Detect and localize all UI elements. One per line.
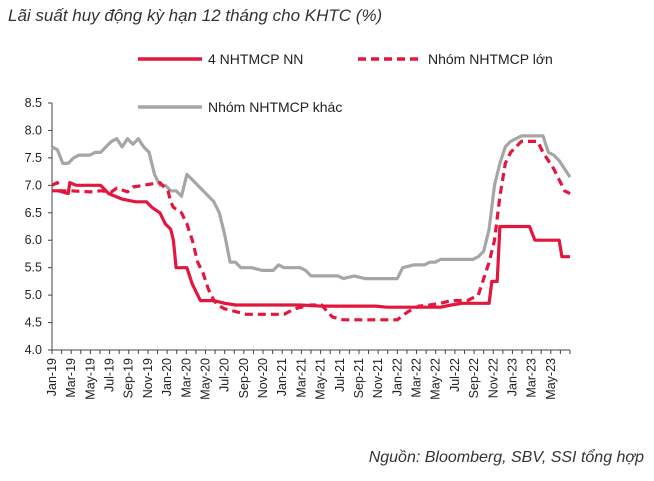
y-tick-label: 6.0 <box>25 233 42 247</box>
y-tick-label: 8.0 <box>25 123 42 137</box>
x-tick-label: Sep-19 <box>122 358 136 398</box>
x-tick-label: Jul-22 <box>448 358 462 392</box>
x-tick-label: Nov-22 <box>486 358 500 398</box>
x-tick-label: Mar-21 <box>294 358 308 398</box>
x-tick-label: Jan-19 <box>45 358 59 396</box>
legend-label-3: Nhóm NHTMCP khác <box>208 99 342 115</box>
x-tick-label: Jul-20 <box>218 358 232 392</box>
x-tick-label: Jul-21 <box>333 358 347 392</box>
y-tick-label: 5.0 <box>25 288 42 302</box>
x-tick-label: Sep-20 <box>237 358 251 398</box>
x-tick-label: Mar-20 <box>179 358 193 398</box>
x-tick-label: Mar-22 <box>410 358 424 398</box>
legend-label-1: 4 NHTMCP NN <box>208 51 303 67</box>
x-tick-label: Nov-20 <box>256 358 270 398</box>
chart-title: Lãi suất huy động kỳ hạn 12 tháng cho KH… <box>8 6 383 25</box>
x-tick-label: Jan-20 <box>160 358 174 396</box>
y-tick-label: 4.5 <box>25 316 42 330</box>
x-tick-label: Mar-23 <box>525 358 539 398</box>
x-tick-label: Jul-19 <box>103 358 117 392</box>
legend-label-2: Nhóm NHTMCP lớn <box>428 51 553 67</box>
x-tick-label: Sep-21 <box>352 358 366 398</box>
x-tick-label: Nov-21 <box>371 358 385 398</box>
y-tick-label: 4.0 <box>25 343 42 357</box>
series-line-2 <box>51 139 571 322</box>
series-line-3 <box>51 134 572 281</box>
x-tick-label: Nov-19 <box>141 358 155 398</box>
source-note: Nguồn: Bloomberg, SBV, SSI tổng hợp <box>368 449 644 466</box>
y-tick-label: 7.5 <box>25 151 42 165</box>
x-tick-label: May-21 <box>314 358 328 400</box>
x-tick-label: Sep-22 <box>467 358 481 398</box>
x-tick-label: Jan-21 <box>275 358 289 396</box>
x-tick-label: Jan-22 <box>390 358 404 396</box>
y-tick-label: 7.0 <box>25 178 42 192</box>
x-tick-label: May-19 <box>83 358 97 400</box>
y-tick-label: 8.5 <box>25 96 42 110</box>
x-tick-label: Mar-19 <box>64 358 78 398</box>
x-tick-label: May-20 <box>198 358 212 400</box>
x-tick-label: May-23 <box>544 358 558 400</box>
y-tick-label: 5.5 <box>25 261 42 275</box>
x-tick-label: Jan-23 <box>505 358 519 396</box>
y-tick-label: 6.5 <box>25 206 42 220</box>
series-line-1 <box>52 181 570 309</box>
x-tick-label: May-22 <box>429 358 443 400</box>
